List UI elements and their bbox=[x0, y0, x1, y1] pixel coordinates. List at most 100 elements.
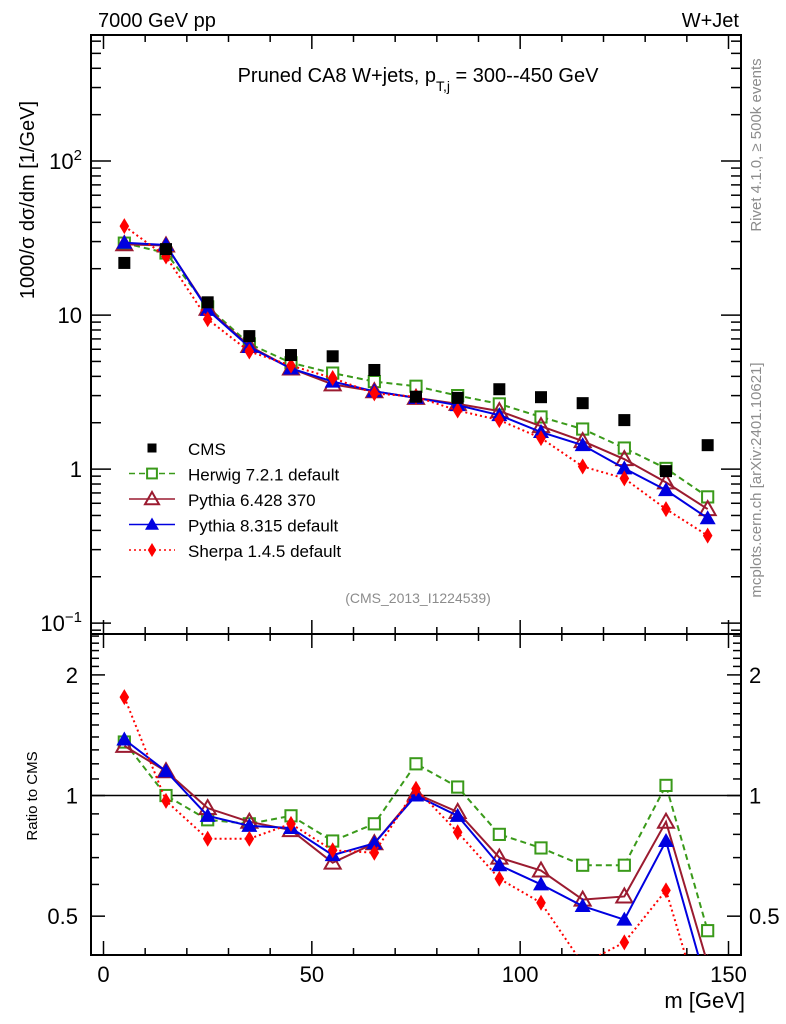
ratio-point bbox=[616, 911, 633, 926]
ratio-point bbox=[116, 731, 133, 746]
legend-item: CMS bbox=[147, 440, 226, 459]
ratio-point bbox=[161, 792, 171, 809]
data-point bbox=[244, 343, 255, 360]
ratio-point bbox=[656, 811, 676, 829]
ratio-frame bbox=[90, 633, 742, 956]
data-point bbox=[286, 357, 296, 374]
ratio-point bbox=[369, 844, 380, 861]
ratio-point bbox=[241, 817, 258, 832]
ratio-point bbox=[449, 807, 466, 822]
header-left: 7000 GeV pp bbox=[98, 10, 216, 32]
ratio-point bbox=[492, 827, 506, 841]
data-point bbox=[201, 296, 214, 309]
ratio-point bbox=[452, 824, 463, 841]
data-point bbox=[661, 501, 671, 518]
data-point bbox=[326, 350, 339, 363]
series-cms bbox=[118, 243, 714, 478]
ratio-series-sherpa-1-4-5-default bbox=[119, 689, 687, 972]
data-point bbox=[493, 383, 506, 396]
data-point bbox=[202, 311, 213, 328]
ratio-point bbox=[574, 898, 591, 913]
plot-title: Pruned CA8 W+jets, pT,j = 300--450 GeV bbox=[238, 65, 600, 94]
y-tick-label: 102 bbox=[49, 147, 82, 174]
ratio-point bbox=[158, 763, 174, 778]
axes: 0 50 100 150 10−1 1 10 102 0.5 0.5 1 1 2 2 bbox=[40, 34, 780, 987]
ratio-point bbox=[658, 833, 674, 848]
ratio-point bbox=[617, 858, 631, 872]
data-point bbox=[701, 439, 714, 452]
data-point bbox=[535, 391, 547, 404]
data-point bbox=[618, 414, 631, 427]
ratio-point bbox=[451, 780, 465, 794]
legend-marker bbox=[147, 543, 157, 557]
ratio-point bbox=[327, 842, 338, 859]
data-point bbox=[576, 397, 589, 410]
main-ylabel: 1000/σ dσ/dm [1/GeV] bbox=[17, 101, 39, 299]
analysis-annotation: (CMS_2013_I1224539) bbox=[345, 590, 491, 606]
ratio-line bbox=[123, 745, 707, 955]
ratio-ylabel: Ratio to CMS bbox=[24, 751, 41, 840]
ratio-series-pythia-6-428-370 bbox=[114, 735, 709, 955]
ratio-point bbox=[286, 815, 296, 832]
ratio-point bbox=[366, 835, 383, 850]
x-tick-label: 50 bbox=[300, 962, 324, 987]
legend-label: Herwig 7.2.1 default bbox=[188, 466, 339, 485]
data-point bbox=[116, 234, 133, 249]
data-point bbox=[285, 349, 297, 362]
ratio-point bbox=[659, 778, 673, 792]
ratio-point bbox=[322, 852, 343, 870]
header-right: W+Jet bbox=[682, 10, 740, 32]
ratio-point bbox=[701, 924, 715, 938]
plot-title-rest: = 300--450 GeV bbox=[450, 65, 599, 87]
main-series bbox=[114, 218, 718, 544]
legend-item: Sherpa 1.4.5 default bbox=[129, 542, 341, 561]
series-line bbox=[124, 242, 709, 498]
ratio-y-tick-label-right: 0.5 bbox=[749, 904, 780, 929]
data-point bbox=[118, 256, 131, 269]
data-point bbox=[451, 391, 464, 404]
x-tick-label: 0 bbox=[97, 962, 109, 987]
data-point bbox=[160, 243, 172, 256]
data-point bbox=[199, 301, 216, 316]
rivet-label: Rivet 4.1.0, ≥ 500k events bbox=[748, 58, 765, 231]
data-point bbox=[619, 470, 630, 487]
ratio-point bbox=[119, 689, 130, 706]
ratio-point bbox=[576, 858, 590, 872]
legend-label: CMS bbox=[188, 440, 226, 459]
legend-item: Herwig 7.2.1 default bbox=[129, 466, 339, 485]
data-point bbox=[616, 460, 633, 475]
legend-label: Pythia 8.315 default bbox=[188, 517, 339, 536]
legend: CMS Herwig 7.2.1 default Pythia 6.428 370 P… bbox=[129, 440, 341, 561]
ratio-point bbox=[578, 956, 588, 972]
data-point bbox=[577, 458, 588, 475]
plot-title-main: Pruned CA8 W+jets, p bbox=[238, 65, 436, 87]
x-tick-label: 100 bbox=[502, 962, 539, 987]
ratio-y-tick-label: 2 bbox=[66, 663, 78, 688]
ratio-point bbox=[411, 780, 421, 797]
data-point bbox=[452, 402, 463, 419]
mcplots-label: mcplots.cern.ch [arXiv:2401.10621] bbox=[748, 362, 765, 597]
data-point bbox=[660, 465, 672, 478]
xlabel: m [GeV] bbox=[664, 988, 745, 1013]
ratio-y-tick-label: 0.5 bbox=[47, 904, 78, 929]
series-sherpa-1-4-5-default bbox=[119, 218, 713, 544]
data-point bbox=[119, 218, 130, 235]
data-point bbox=[574, 437, 591, 452]
legend-item: Pythia 6.428 370 bbox=[129, 489, 316, 510]
ratio-point bbox=[534, 841, 548, 855]
ratio-point bbox=[619, 934, 630, 951]
x-tick-label: 150 bbox=[710, 962, 747, 987]
ratio-point bbox=[614, 886, 635, 904]
data-point bbox=[410, 390, 422, 403]
ratio-point bbox=[409, 757, 423, 771]
ratio-y-tick-label-right: 1 bbox=[749, 784, 761, 809]
legend-item: Pythia 8.315 default bbox=[129, 517, 339, 536]
data-point bbox=[658, 482, 674, 497]
data-point bbox=[536, 430, 546, 447]
data-point bbox=[494, 412, 505, 429]
ratio-point bbox=[244, 830, 255, 847]
legend-marker bbox=[145, 517, 159, 530]
y-tick-label: 10−1 bbox=[40, 609, 82, 636]
data-point bbox=[327, 370, 338, 387]
